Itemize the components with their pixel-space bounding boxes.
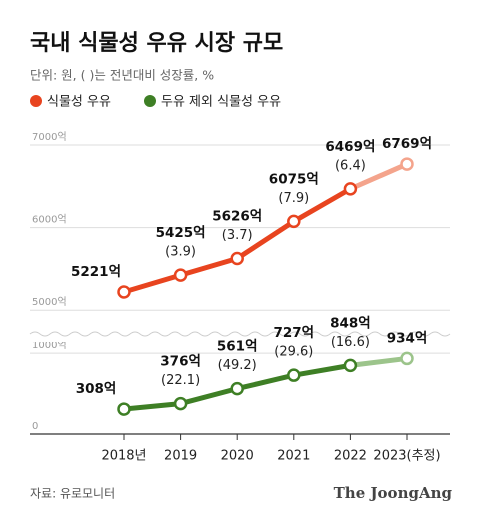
x-tick-label: 2020 — [221, 449, 254, 464]
source: 자료: 유로모니터 — [30, 487, 115, 501]
value-label: 5626억 — [212, 209, 262, 225]
growth-label: (22.1) — [161, 373, 200, 388]
data-point — [173, 396, 188, 411]
brand: The JoongAng — [334, 484, 453, 502]
value-label: 6769억 — [382, 136, 432, 152]
data-point — [400, 157, 414, 171]
y-tick-label: 6000억 — [32, 214, 67, 226]
data-point — [287, 368, 301, 382]
data-point — [343, 358, 358, 373]
chart-subtitle: 단위: 원, ( )는 전년대비 성장률, % — [30, 68, 214, 83]
value-label: 934억 — [387, 330, 428, 346]
value-label: 561억 — [217, 339, 258, 355]
data-point — [400, 351, 414, 366]
data-point — [117, 285, 131, 299]
value-label: 376억 — [160, 354, 201, 370]
value-label: 308억 — [76, 381, 117, 397]
legend-swatch — [144, 95, 156, 107]
legend-label: 식물성 우유 — [47, 95, 111, 110]
data-point — [173, 268, 188, 282]
legend: 식물성 우유 두유 제외 식물성 우유 — [30, 95, 281, 110]
growth-label: (7.9) — [278, 191, 309, 206]
data-point — [287, 214, 301, 229]
grid: 5000억 6000억 7000억 0 1000억 — [30, 131, 450, 432]
growth-label: (3.7) — [222, 228, 253, 243]
y-tick-label: 5000억 — [32, 296, 67, 308]
estimate-segment — [349, 161, 409, 192]
value-label: 727억 — [273, 325, 314, 341]
data-point — [117, 402, 131, 416]
data-point — [343, 182, 358, 196]
x-tick-label: 2019 — [164, 449, 197, 464]
chart-title: 국내 식물성 우유 시장 규모 — [30, 31, 283, 56]
axis-break — [29, 331, 451, 337]
growth-label: (49.2) — [218, 358, 257, 373]
y-tick-label: 0 — [32, 421, 38, 432]
value-label: 6469억 — [325, 139, 375, 155]
x-tick-label: 2018년 — [101, 449, 146, 464]
growth-label: (29.6) — [274, 345, 313, 360]
legend-swatch — [30, 95, 42, 107]
value-label: 5221억 — [71, 264, 121, 280]
legend-label: 두유 제외 식물성 우유 — [161, 95, 281, 110]
data-point — [230, 251, 244, 266]
y-tick-label: 1000억 — [32, 339, 67, 351]
value-label: 6075억 — [269, 171, 319, 187]
growth-label: (6.4) — [335, 158, 366, 173]
y-tick-label: 7000억 — [32, 131, 67, 143]
growth-label: (3.9) — [165, 245, 196, 260]
estimate-segment — [350, 355, 408, 368]
value-label: 5425억 — [156, 225, 206, 241]
x-tick-label: 2023(추정) — [373, 449, 440, 464]
x-tick-label: 2021 — [277, 449, 310, 464]
growth-label: (16.6) — [331, 335, 370, 350]
data-point — [230, 381, 244, 396]
value-label: 848억 — [330, 315, 371, 331]
x-tick-label: 2022 — [334, 449, 367, 464]
